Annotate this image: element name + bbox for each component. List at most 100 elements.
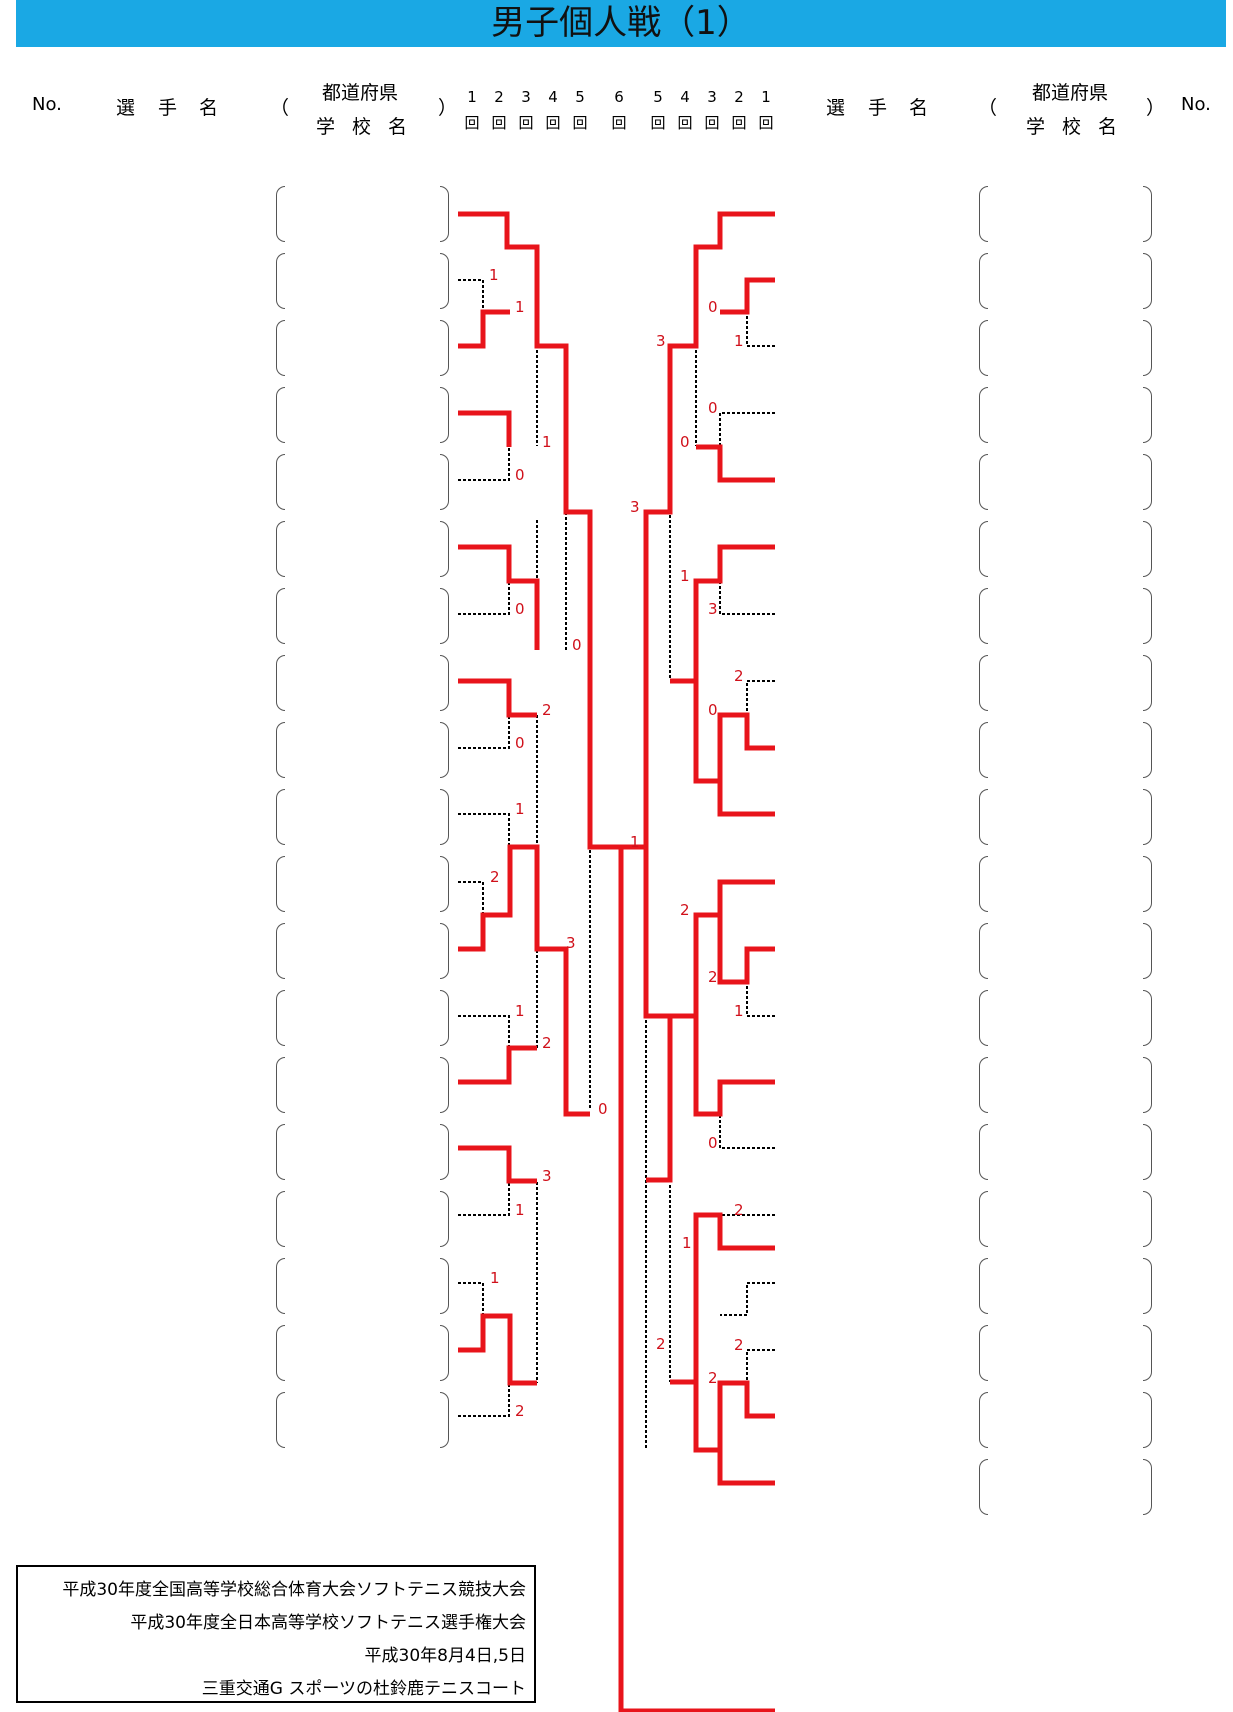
footer-line-1: 平成30年度全国高等学校総合体育大会ソフトテニス競技大会 <box>62 1580 526 1600</box>
match-score: 0 <box>708 701 718 719</box>
header-no-left: No. <box>32 94 62 115</box>
loser-path <box>458 1282 484 1316</box>
match-score: 0 <box>515 600 525 618</box>
winner-path <box>458 309 510 349</box>
header-paren-open-right: （ <box>978 97 998 119</box>
loser-path <box>458 581 510 615</box>
match-score: 0 <box>572 636 582 654</box>
winner-path <box>458 678 537 718</box>
match-score: 2 <box>734 1336 744 1354</box>
loser-path <box>719 1114 775 1149</box>
match-score: 1 <box>515 800 525 818</box>
match-score: 2 <box>708 968 718 986</box>
winner-path <box>717 915 775 985</box>
winner-path <box>670 1212 775 1385</box>
winner-path <box>717 781 775 817</box>
header-school-c2-left: 校 <box>352 116 372 138</box>
match-score: 2 <box>734 667 744 685</box>
match-score: 2 <box>542 1034 552 1052</box>
match-score: 0 <box>680 433 690 451</box>
round-4-right: 4 <box>680 88 690 106</box>
header-school-c1-right: 学 <box>1026 116 1046 138</box>
header-prefecture-left: 都道府県 <box>322 82 399 104</box>
footer-line-4: 三重交通G スポーツの杜鈴鹿テニスコート <box>201 1679 526 1699</box>
loser-path <box>458 1181 510 1216</box>
header-name-c3-left: 名 <box>199 97 219 119</box>
match-score: 0 <box>598 1100 608 1118</box>
header-name-c2-right: 手 <box>868 97 888 119</box>
winner-path <box>458 1045 537 1085</box>
footer-line-3: 平成30年8月4日,5日 <box>364 1646 526 1666</box>
round-kai-label: 回 <box>758 114 774 132</box>
round-kai-label: 回 <box>611 114 627 132</box>
footer-info: 平成30年度全国高等学校総合体育大会ソフトテニス競技大会 平成30年度全日本高等… <box>16 1565 536 1703</box>
match-score: 0 <box>708 399 718 417</box>
round-kai-label: 回 <box>464 114 480 132</box>
match-score: 0 <box>515 734 525 752</box>
round-3-left: 3 <box>521 88 531 106</box>
round-kai-label: 回 <box>545 114 561 132</box>
match-score: 3 <box>630 498 640 516</box>
match-score: 3 <box>566 934 576 952</box>
match-score: 1 <box>489 266 499 284</box>
header-name-c1-left: 選 <box>116 97 136 119</box>
round-4-left: 4 <box>548 88 558 106</box>
winner-path <box>458 544 540 650</box>
match-score: 2 <box>490 868 500 886</box>
round-5-left: 5 <box>575 88 585 106</box>
round-1-right: 1 <box>761 88 771 106</box>
loser-path <box>458 1015 510 1048</box>
loser-path <box>746 312 775 347</box>
winner-path <box>693 1380 775 1453</box>
match-score: 0 <box>708 1134 718 1152</box>
round-kai-label: 回 <box>572 114 588 132</box>
winner-path <box>670 544 775 684</box>
winner-path <box>693 681 775 784</box>
loser-path <box>458 881 484 915</box>
match-score: 0 <box>515 466 525 484</box>
round-2-left: 2 <box>494 88 504 106</box>
match-score: 1 <box>542 433 552 451</box>
round-kai-label: 回 <box>704 114 720 132</box>
match-score: 2 <box>680 901 690 919</box>
winner-path <box>458 211 775 1712</box>
header-paren-close-left: ） <box>438 97 458 119</box>
match-score: 3 <box>708 600 718 618</box>
round-5-right: 5 <box>653 88 663 106</box>
match-score: 3 <box>542 1167 552 1185</box>
round-3-right: 3 <box>707 88 717 106</box>
winner-path <box>458 1313 537 1386</box>
winner-path <box>693 1016 775 1117</box>
winner-path <box>643 847 673 1180</box>
match-score: 3 <box>656 332 666 350</box>
match-score: 2 <box>542 701 552 719</box>
loser-path <box>458 279 484 312</box>
loser-path <box>458 715 510 749</box>
header-school-c3-left: 名 <box>388 116 408 138</box>
loser-path <box>458 1383 510 1417</box>
match-score: 1 <box>515 1201 525 1219</box>
winner-path <box>458 1145 537 1184</box>
match-score: 1 <box>630 833 640 851</box>
round-kai-label: 回 <box>650 114 666 132</box>
match-score: 0 <box>708 298 718 316</box>
loser-path <box>458 813 510 847</box>
loser-path <box>746 680 775 715</box>
winner-path <box>696 444 775 483</box>
match-score: 1 <box>515 298 525 316</box>
winner-path <box>720 277 775 315</box>
round-kai-label: 回 <box>518 114 534 132</box>
loser-path <box>746 982 775 1017</box>
round-6: 6 <box>614 88 624 106</box>
match-score: 1 <box>734 332 744 350</box>
match-score: 1 <box>734 1002 744 1020</box>
footer-line-2: 平成30年度全日本高等学校ソフトテニス選手権大会 <box>130 1613 526 1633</box>
match-score: 2 <box>734 1201 744 1219</box>
winner-path <box>458 844 590 1117</box>
match-score: 1 <box>490 1269 500 1287</box>
round-1-left: 1 <box>467 88 477 106</box>
page-title: 男子個人戦（1） <box>16 0 1226 47</box>
match-score: 1 <box>515 1002 525 1020</box>
winner-path <box>458 410 512 447</box>
